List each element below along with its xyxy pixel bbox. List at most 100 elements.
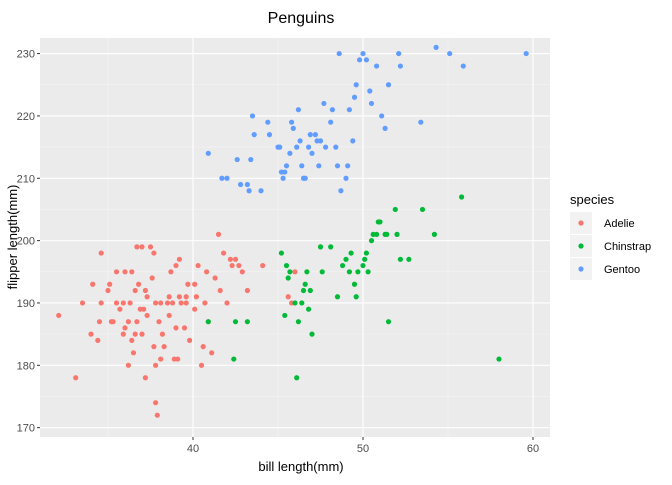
point-gentoo xyxy=(234,156,240,163)
point-adelie xyxy=(153,300,159,306)
point-adelie xyxy=(158,300,164,306)
point-gentoo xyxy=(238,181,244,188)
point-adelie xyxy=(149,275,155,281)
point-adelie xyxy=(195,262,201,269)
x-tick-label: 50 xyxy=(357,443,369,455)
point-adelie xyxy=(198,362,205,368)
point-gentoo xyxy=(316,163,322,169)
point-gentoo xyxy=(307,132,313,138)
point-adelie xyxy=(178,300,184,306)
point-chinstrap xyxy=(392,206,398,213)
point-gentoo xyxy=(280,175,286,181)
point-adelie xyxy=(113,300,120,306)
point-adelie xyxy=(129,269,135,275)
point-adelie xyxy=(125,362,131,368)
point-adelie xyxy=(120,300,126,306)
point-chinstrap xyxy=(397,256,403,262)
point-adelie xyxy=(173,325,179,331)
point-adelie xyxy=(185,281,191,287)
point-gentoo xyxy=(224,175,230,181)
point-gentoo xyxy=(336,50,342,57)
point-adelie xyxy=(170,300,176,306)
plot-panel xyxy=(40,38,550,437)
point-adelie xyxy=(209,350,215,356)
point-gentoo xyxy=(368,100,375,107)
point-adelie xyxy=(122,269,128,275)
point-adelie xyxy=(204,269,210,275)
point-chinstrap xyxy=(348,250,354,256)
point-gentoo xyxy=(351,94,358,100)
point-adelie xyxy=(120,331,126,337)
point-chinstrap xyxy=(362,256,368,262)
point-adelie xyxy=(151,344,157,350)
point-chinstrap xyxy=(385,319,392,325)
point-adelie xyxy=(79,300,86,306)
point-adelie xyxy=(98,250,104,256)
point-adelie xyxy=(200,344,206,350)
point-adelie xyxy=(127,300,133,306)
point-adelie xyxy=(202,300,208,306)
x-axis: 40 50 60 xyxy=(187,437,539,455)
point-gentoo xyxy=(246,188,252,194)
point-gentoo xyxy=(460,63,466,69)
point-chinstrap xyxy=(319,269,325,275)
point-adelie xyxy=(122,325,128,331)
point-chinstrap xyxy=(304,269,310,275)
point-adelie xyxy=(192,306,198,312)
legend-label-gentoo: Gentoo xyxy=(604,264,640,276)
point-gentoo xyxy=(374,63,380,69)
point-adelie xyxy=(98,300,104,306)
point-gentoo xyxy=(317,138,324,144)
point-gentoo xyxy=(248,156,254,163)
point-gentoo xyxy=(396,50,402,57)
point-chinstrap xyxy=(377,219,383,225)
point-gentoo xyxy=(353,82,359,88)
point-gentoo xyxy=(219,175,225,181)
point-adelie xyxy=(224,300,230,306)
point-chinstrap xyxy=(394,231,400,237)
point-gentoo xyxy=(338,188,344,194)
point-gentoo xyxy=(323,144,329,150)
point-adelie xyxy=(183,294,189,300)
point-adelie xyxy=(173,262,179,269)
y-tick-label: 200 xyxy=(17,236,35,248)
point-adelie xyxy=(285,294,291,300)
point-gentoo xyxy=(346,107,352,113)
y-tick-label: 230 xyxy=(17,49,35,61)
point-adelie xyxy=(176,294,182,300)
point-gentoo xyxy=(266,132,273,138)
point-adelie xyxy=(260,262,266,269)
x-axis-label: bill length(mm) xyxy=(258,459,343,474)
point-adelie xyxy=(187,337,193,343)
point-adelie xyxy=(244,287,250,294)
point-gentoo xyxy=(287,150,293,156)
point-gentoo xyxy=(343,175,349,181)
point-adelie xyxy=(96,319,103,325)
point-gentoo xyxy=(363,57,369,63)
point-adelie xyxy=(107,281,113,287)
point-chinstrap xyxy=(295,319,301,325)
y-axis-label: flipper length(mm) xyxy=(5,185,20,290)
point-chinstrap xyxy=(351,281,358,287)
point-chinstrap xyxy=(353,294,359,300)
point-chinstrap xyxy=(368,238,375,244)
point-chinstrap xyxy=(360,262,366,269)
point-adelie xyxy=(90,281,96,287)
point-adelie xyxy=(159,331,165,337)
point-adelie xyxy=(161,344,167,350)
point-chinstrap xyxy=(283,262,290,269)
point-adelie xyxy=(139,244,145,250)
point-gentoo xyxy=(302,175,308,181)
point-adelie xyxy=(215,231,222,237)
y-tick-label: 190 xyxy=(17,298,35,310)
point-adelie xyxy=(183,300,189,306)
point-adelie xyxy=(142,375,148,381)
point-gentoo xyxy=(205,150,211,156)
y-tick-label: 170 xyxy=(17,423,35,435)
point-adelie xyxy=(236,262,242,269)
point-chinstrap xyxy=(300,287,307,294)
point-adelie xyxy=(239,269,245,275)
data-points xyxy=(56,44,529,418)
point-adelie xyxy=(147,244,154,250)
